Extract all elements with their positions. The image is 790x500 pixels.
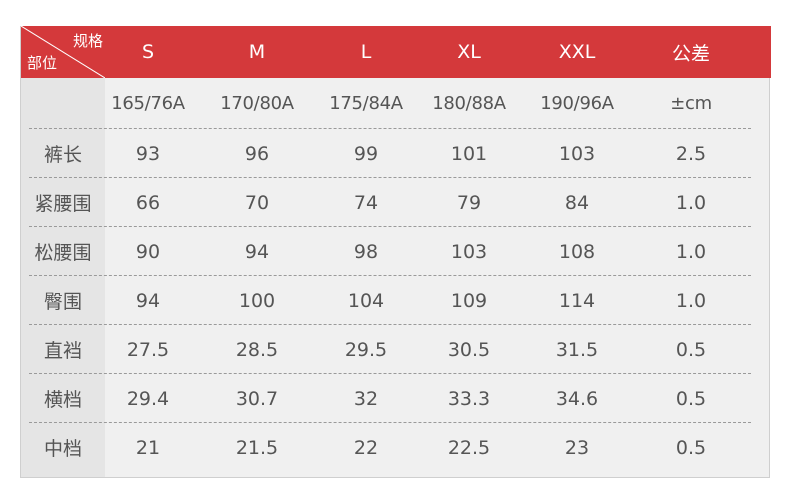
- table-row: 臀围 94 100 104 109 114 1.0: [21, 276, 771, 325]
- header-cell: L: [360, 41, 372, 63]
- size-cell: 180/88A: [432, 93, 506, 114]
- value-cell: 33.3: [447, 387, 491, 410]
- value-cell: 34.6: [555, 387, 599, 410]
- value-cell: 84: [564, 191, 590, 214]
- value-cell: 29.5: [344, 338, 388, 361]
- size-cell: 165/76A: [111, 93, 185, 114]
- value-cell: 30.5: [447, 338, 491, 361]
- header-row: 规格 部位 S M L XL XXL 公差: [21, 26, 771, 78]
- value-cell: 0.5: [675, 387, 707, 410]
- value-cell: 114: [558, 289, 596, 312]
- header-cell: XXL: [558, 41, 596, 63]
- value-cell: 74: [353, 191, 379, 214]
- header-cell: S: [141, 41, 155, 63]
- value-cell: 100: [238, 289, 276, 312]
- value-cell: 2.5: [675, 142, 707, 165]
- corner-top-label: 规格: [72, 32, 103, 50]
- value-cell: 32: [353, 387, 379, 410]
- table-row: 紧腰围 66 70 74 79 84 1.0: [21, 178, 771, 227]
- value-cell: 22: [353, 436, 379, 459]
- table-row: 中档 21 21.5 22 22.5 23 0.5: [21, 423, 771, 472]
- value-cell: 104: [347, 289, 385, 312]
- row-label: 紧腰围: [34, 193, 92, 215]
- value-cell: 98: [353, 240, 379, 263]
- value-cell: 94: [244, 240, 270, 263]
- value-cell: 94: [135, 289, 161, 312]
- value-cell: 103: [450, 240, 488, 263]
- value-cell: 103: [558, 142, 596, 165]
- value-cell: 90: [135, 240, 161, 263]
- header-cell: M: [248, 41, 266, 63]
- value-cell: 23: [564, 436, 590, 459]
- size-cell: 190/96A: [540, 93, 614, 114]
- value-cell: 108: [558, 240, 596, 263]
- row-label: 裤长: [43, 144, 82, 166]
- table-row: 直裆 27.5 28.5 29.5 30.5 31.5 0.5: [21, 325, 771, 374]
- corner-bottom-label: 部位: [27, 54, 58, 72]
- value-cell: 66: [135, 191, 161, 214]
- value-cell: 22.5: [447, 436, 491, 459]
- corner-cell: 规格 部位: [21, 26, 105, 78]
- value-cell: 99: [353, 142, 379, 165]
- value-cell: 21: [135, 436, 161, 459]
- value-cell: 29.4: [126, 387, 170, 410]
- size-cell: ±cm: [670, 93, 712, 114]
- header-cell: XL: [457, 41, 481, 63]
- size-cell: 175/84A: [329, 93, 403, 114]
- value-cell: 1.0: [675, 289, 707, 312]
- row-label: 中档: [43, 438, 82, 460]
- value-cell: 28.5: [235, 338, 279, 361]
- value-cell: 79: [456, 191, 482, 214]
- value-cell: 31.5: [555, 338, 599, 361]
- size-row: 165/76A 170/80A 175/84A 180/88A 190/96A …: [21, 78, 771, 129]
- row-label: 松腰围: [34, 242, 92, 264]
- header-cell: 公差: [671, 42, 710, 65]
- value-cell: 93: [135, 142, 161, 165]
- label-column: [21, 78, 105, 477]
- value-cell: 109: [450, 289, 488, 312]
- value-cell: 30.7: [235, 387, 279, 410]
- table-row: 横档 29.4 30.7 32 33.3 34.6 0.5: [21, 374, 771, 423]
- row-label: 横档: [43, 389, 82, 411]
- value-cell: 27.5: [126, 338, 170, 361]
- value-cell: 70: [244, 191, 270, 214]
- table-row: 裤长 93 96 99 101 103 2.5: [21, 129, 771, 178]
- row-label: 臀围: [43, 291, 82, 313]
- value-cell: 21.5: [235, 436, 279, 459]
- size-chart-table: 规格 部位 S M L XL XXL 公差 165/76A 170/80A 17…: [20, 26, 771, 478]
- value-cell: 96: [244, 142, 270, 165]
- size-cell: 170/80A: [220, 93, 294, 114]
- table-row: 松腰围 90 94 98 103 108 1.0: [21, 227, 771, 276]
- row-label: 直裆: [43, 340, 82, 362]
- value-cell: 0.5: [675, 436, 707, 459]
- value-cell: 1.0: [675, 240, 707, 263]
- value-cell: 1.0: [675, 191, 707, 214]
- value-cell: 101: [450, 142, 488, 165]
- value-cell: 0.5: [675, 338, 707, 361]
